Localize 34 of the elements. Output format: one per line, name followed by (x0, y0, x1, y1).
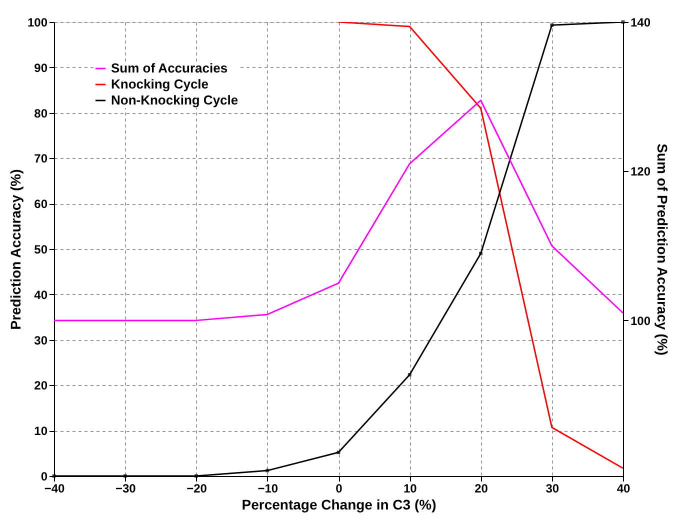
x-tick-label: −30 (115, 482, 136, 496)
x-tick-label: 30 (546, 482, 560, 496)
legend-label: Non-Knocking Cycle (111, 92, 238, 108)
y-tick-label: 20 (34, 378, 48, 393)
y2-tick-label: 120 (630, 164, 651, 179)
line-series (338, 22, 623, 470)
legend-label: Knocking Cycle (111, 76, 209, 92)
y-axis-title: Prediction Accuracy (%) (7, 169, 24, 330)
x-tick-label: 40 (616, 482, 630, 496)
y2-tick-label: 100 (630, 314, 651, 328)
y2-axis-title: Sum of Prediction Accuracy (%) (654, 144, 671, 356)
y-tick-label: 10 (34, 424, 48, 438)
y-tick-label: 90 (34, 60, 48, 75)
point (266, 468, 270, 472)
y-tick-label: 80 (34, 106, 48, 120)
y-tick-label: 40 (34, 288, 48, 302)
point (550, 23, 554, 27)
x-tick-label: −20 (186, 482, 208, 496)
point (408, 373, 412, 376)
legend-label: Sum of Accuracies (111, 60, 228, 76)
y-tick-label: 70 (34, 152, 48, 166)
x-tick-label: 10 (403, 482, 418, 496)
y-tick-label: 30 (34, 333, 48, 348)
x-tick-label: 20 (474, 482, 488, 496)
x-tick-label: −40 (44, 482, 65, 496)
y-tick-label: 100 (27, 16, 48, 30)
x-tick-label: 0 (336, 482, 343, 496)
y-tick-label: 0 (40, 470, 48, 484)
x-tick-label: −10 (258, 482, 278, 496)
y-tick-label: 60 (34, 197, 48, 212)
y2-tick-label: 140 (630, 16, 651, 30)
x-axis-title: Percentage Change in C3 (%) (242, 496, 436, 512)
y-tick-label: 50 (34, 242, 48, 256)
point (479, 252, 482, 256)
